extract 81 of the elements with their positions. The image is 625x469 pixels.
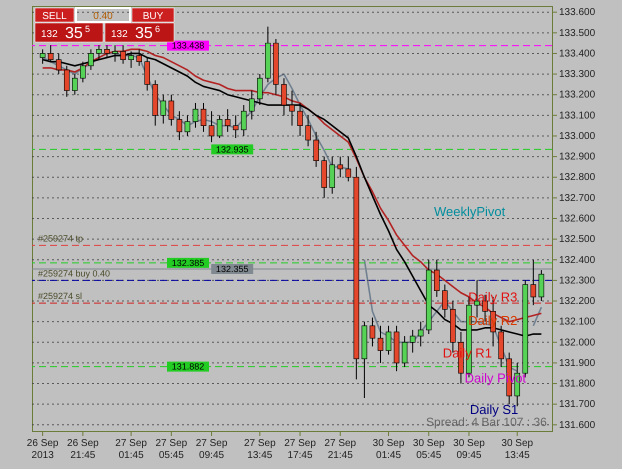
y-tick-label: 131.700 (559, 399, 596, 410)
candlestick (224, 108, 230, 132)
x-tick-label: 27 Sep 05:45 (155, 438, 188, 461)
candlestick (313, 131, 319, 168)
candlestick (240, 104, 247, 136)
candlestick (80, 61, 86, 83)
y-tick-label: 131.800 (559, 378, 596, 390)
y-tick-label: 132.500 (559, 234, 596, 246)
candlestick (72, 74, 78, 96)
ref-line-label: 132.355 (216, 264, 248, 274)
candlestick (370, 317, 376, 347)
x-tick-label: 30 Sep 09:45 (453, 438, 486, 461)
annotation: WeeklyPivot (434, 204, 506, 220)
candlestick (442, 284, 448, 318)
y-tick-label: 133.600 (559, 7, 596, 18)
annotation: BUY (142, 11, 164, 22)
candlestick (386, 325, 392, 356)
candlestick (418, 321, 424, 347)
annotation: Daily S1 (470, 402, 518, 417)
y-tick-label: 131.900 (559, 358, 596, 369)
candlestick (176, 110, 182, 141)
candlestick (168, 94, 174, 126)
x-tick-label: 27 Sep 17:45 (284, 438, 316, 461)
candlestick (378, 325, 384, 364)
x-tick-label: 26 Sep 21:45 (67, 438, 100, 461)
candlestick (346, 156, 352, 182)
y-tick-label: 132.700 (559, 192, 596, 204)
y-tick-label: 132.600 (559, 214, 596, 224)
candlestick (305, 114, 311, 147)
y-tick-label: 132.200 (559, 296, 596, 308)
annotation: #259274 buy 0.40 (38, 268, 110, 278)
y-tick-label: 133.200 (559, 90, 596, 101)
ref-line-label: 131.882 (172, 362, 204, 372)
y-tick-label: 132.900 (559, 152, 596, 163)
candlestick (184, 114, 190, 136)
candlestick (329, 156, 336, 194)
annotation: #259274 sl (38, 291, 82, 302)
candlestick (337, 156, 344, 178)
candlestick (248, 90, 255, 120)
candlestick (530, 259, 536, 306)
annotation: #259274 tp (38, 233, 84, 244)
x-tick-label: 27 Sep 13:45 (244, 438, 276, 461)
candlestick (281, 78, 287, 116)
candlestick (289, 90, 295, 126)
candlestick (200, 102, 206, 132)
candlestick (410, 329, 416, 354)
y-tick-label: 131.600 (559, 420, 596, 431)
x-tick-label: 27 Sep 21:45 (324, 438, 357, 461)
candlestick (64, 65, 70, 98)
x-tick-label: 27 Sep 01:45 (115, 438, 148, 461)
ref-line-label: 132.385 (172, 258, 204, 268)
x-tick-label: 30 Sep 01:45 (372, 438, 405, 461)
candlestick (257, 74, 263, 106)
candlestick (402, 336, 408, 368)
candlestick (192, 102, 198, 128)
candlestick (216, 114, 222, 139)
candlestick (297, 102, 303, 136)
candlestick (208, 110, 214, 143)
candlestick (144, 57, 150, 92)
y-tick-label: 133.100 (559, 110, 596, 122)
candlestick (232, 114, 238, 139)
candlestick (538, 270, 544, 302)
y-tick-label: 133.000 (559, 130, 596, 142)
y-tick-label: 132.400 (559, 254, 596, 266)
y-tick-label: 132.100 (559, 316, 596, 328)
annotation: SELL (42, 11, 68, 22)
x-tick-label: 30 Sep 13:45 (501, 438, 534, 461)
y-tick-label: 132.800 (559, 172, 596, 184)
candlestick (434, 259, 440, 298)
x-tick-label: 26 Sep 2013 (26, 438, 59, 461)
candlestick (160, 94, 166, 124)
x-tick-label: 30 Sep 05:45 (412, 438, 446, 461)
y-tick-label: 133.500 (559, 28, 596, 39)
x-tick-label: 27 Sep 09:45 (196, 438, 228, 461)
y-tick-label: 133.400 (559, 48, 596, 60)
y-tick-label: 133.300 (559, 69, 596, 80)
annotation: 0.40 (93, 11, 114, 22)
y-tick-label: 132.300 (559, 275, 596, 286)
y-tick-label: 132.000 (559, 337, 596, 348)
ref-line-label: 132.935 (216, 144, 248, 154)
ref-line-label: 133.438 (172, 40, 204, 51)
